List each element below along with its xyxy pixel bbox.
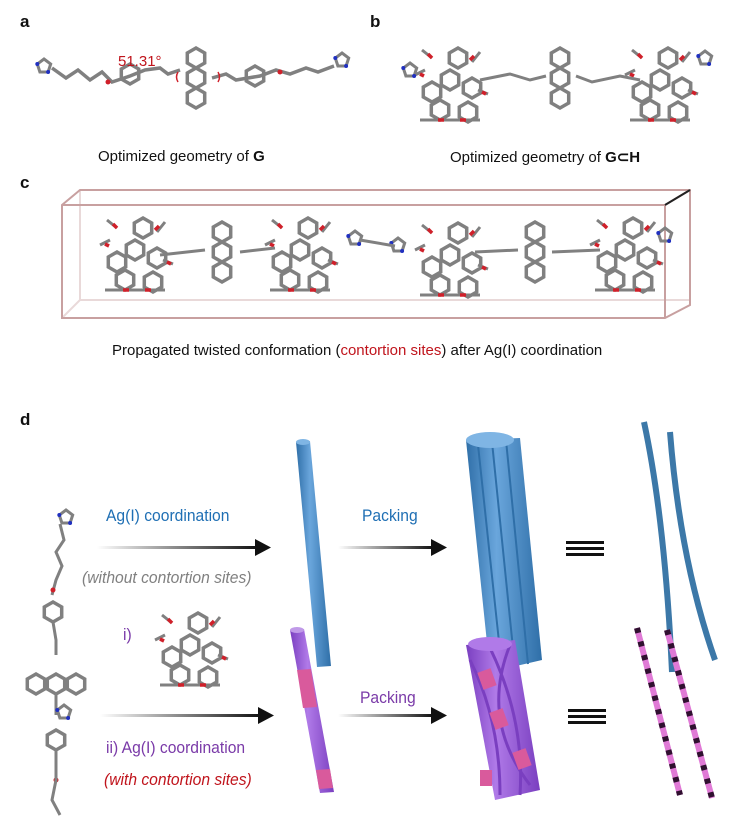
caption-b-bold: G⊂H: [605, 149, 641, 166]
imidazole-bottom: [53, 703, 73, 722]
label-packing-top: Packing: [362, 506, 418, 525]
molecule-g-h-complex: [399, 46, 714, 122]
caption-b-text: Optimized geometry of: [450, 149, 606, 166]
arrow-coordination-bottom: [100, 707, 274, 724]
arrow-coordination-top: [97, 539, 271, 556]
panel-label-b: b: [370, 12, 381, 31]
propagated-chain-structure: [100, 218, 674, 297]
purple-rod-with-contortion-sites: [290, 627, 334, 793]
panel-label-a: a: [20, 12, 30, 31]
caption-c-part1: Propagated twisted conformation (: [112, 342, 341, 359]
label-ag-coordination-top: Ag(I) coordination: [106, 506, 230, 525]
equivalent-sign-bottom: [568, 709, 606, 724]
unit-cell-box: [61, 189, 691, 319]
caption-b: Optimized geometry of G⊂H: [450, 148, 640, 166]
caption-c-part2: ) after Ag(I) coordination: [441, 342, 603, 359]
caption-a: Optimized geometry of G: [98, 148, 265, 165]
dihedral-angle-label: 51.31°: [118, 53, 162, 70]
caption-a-bold: G: [253, 148, 265, 165]
label-step-i: i): [123, 625, 132, 644]
arrow-packing-top: [338, 539, 447, 556]
label-with-contortion: (with contortion sites): [104, 770, 252, 789]
host-molecule-h: [155, 613, 228, 687]
pink-helical-strands: [634, 627, 715, 799]
molecule-g-structure: [33, 46, 351, 110]
caption-a-text: Optimized geometry of: [98, 148, 254, 165]
molecule-g-vertical: [25, 508, 87, 816]
purple-twisted-bundle: [466, 637, 540, 800]
arrow-packing-bottom: [338, 707, 447, 724]
label-packing-bottom: Packing: [360, 688, 416, 707]
panel-label-c: c: [20, 173, 30, 192]
caption-c: Propagated twisted conformation (contort…: [112, 342, 602, 359]
label-ag-coordination-bottom: ii) Ag(I) coordination: [106, 738, 246, 757]
caption-c-highlight: contortion sites: [340, 342, 442, 359]
blue-curved-rods: [641, 421, 718, 673]
panel-label-d: d: [20, 410, 31, 429]
blue-bundle: [466, 432, 542, 672]
blue-rod: [296, 439, 331, 667]
label-without-contortion: (without contortion sites): [82, 568, 252, 587]
equivalent-sign-top: [566, 541, 604, 556]
